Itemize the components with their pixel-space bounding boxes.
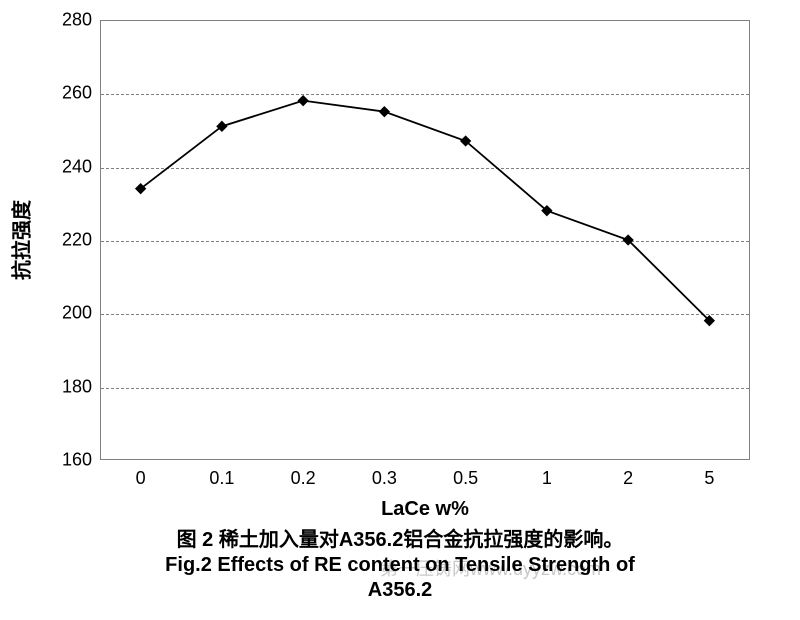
- caption-cn: 图 2 稀土加入量对A356.2铝合金抗拉强度的影响。: [0, 528, 800, 553]
- ytick-label: 200: [42, 303, 92, 324]
- ytick-label: 160: [42, 450, 92, 471]
- ytick-label: 180: [42, 376, 92, 397]
- ytick-label: 260: [42, 83, 92, 104]
- chart-container: 抗拉强度 LaCe w% 图 2 稀土加入量对A356.2铝合金抗拉强度的影响。…: [0, 0, 800, 620]
- ytick-label: 240: [42, 156, 92, 177]
- x-axis-label: LaCe w%: [100, 498, 750, 521]
- ytick-label: 280: [42, 10, 92, 31]
- y-axis-label: 抗拉强度: [6, 200, 35, 280]
- xtick-label: 1: [517, 468, 577, 489]
- gridline: [101, 388, 749, 389]
- gridline: [101, 94, 749, 95]
- caption-en-line2: A356.2: [0, 578, 800, 603]
- plot-area: [100, 20, 750, 460]
- xtick-label: 0: [111, 468, 171, 489]
- xtick-label: 0.2: [273, 468, 333, 489]
- xtick-label: 2: [598, 468, 658, 489]
- ytick-label: 220: [42, 230, 92, 251]
- xtick-label: 0.1: [192, 468, 252, 489]
- caption-en-line1: Fig.2 Effects of RE content on Tensile S…: [0, 553, 800, 578]
- xtick-label: 0.5: [436, 468, 496, 489]
- gridline: [101, 241, 749, 242]
- xtick-label: 0.3: [354, 468, 414, 489]
- gridline: [101, 168, 749, 169]
- gridline: [101, 314, 749, 315]
- xtick-label: 5: [679, 468, 739, 489]
